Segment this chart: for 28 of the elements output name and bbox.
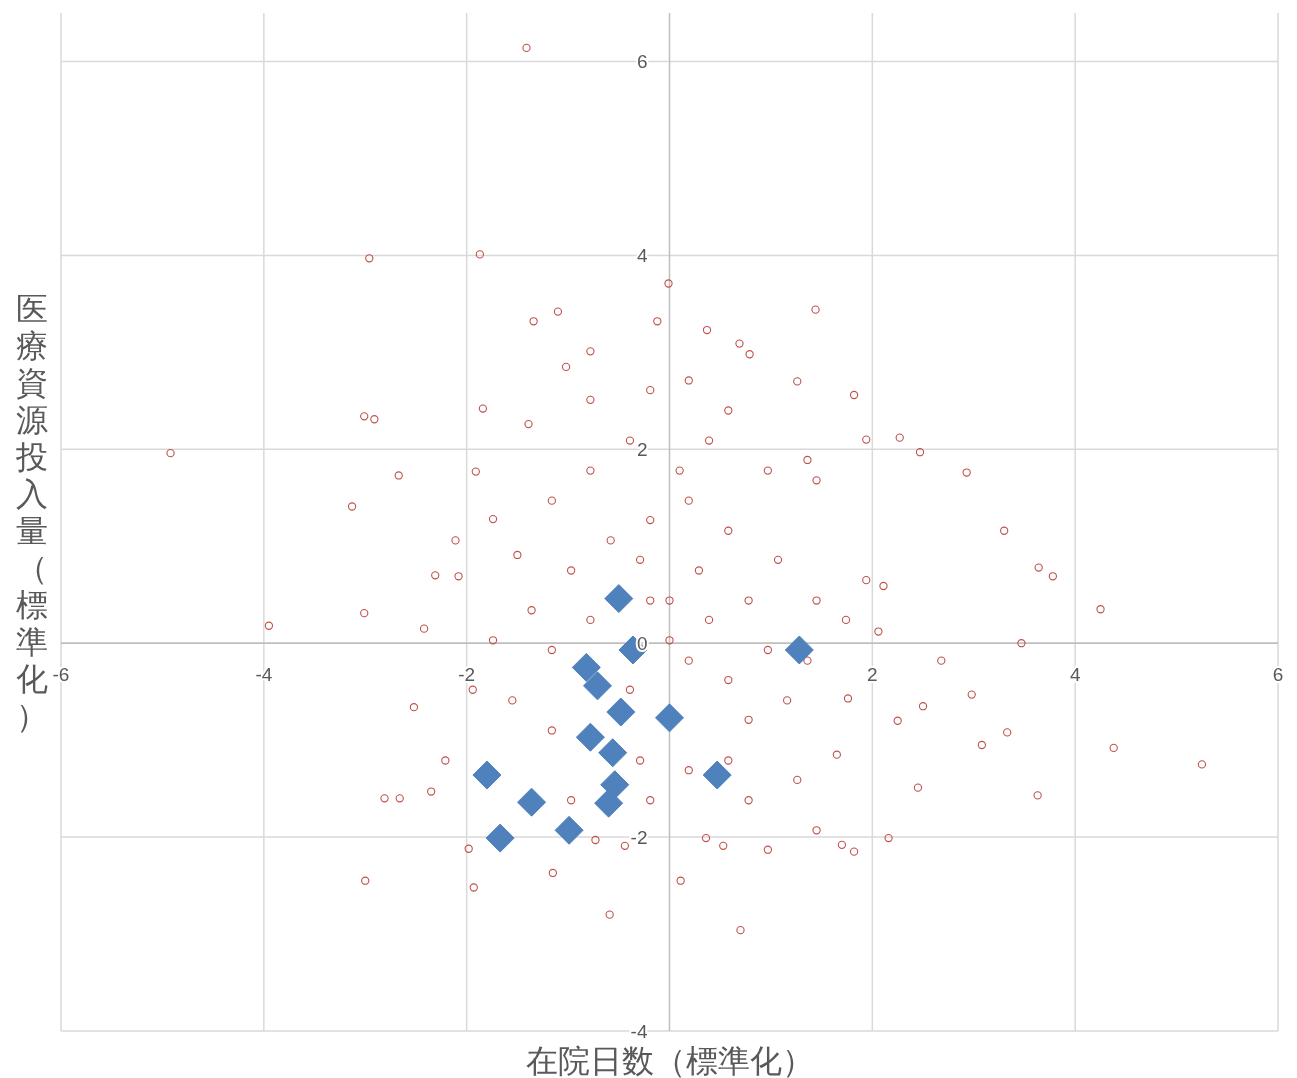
x-tick-label: -2 bbox=[458, 664, 476, 686]
y-tick-label: 4 bbox=[636, 245, 648, 267]
point bbox=[604, 584, 634, 614]
y-tick-label: -2 bbox=[630, 827, 648, 849]
point bbox=[554, 815, 584, 845]
x-tick-label: 2 bbox=[867, 664, 878, 686]
point bbox=[594, 788, 624, 818]
point bbox=[784, 635, 814, 665]
x-tick-label: -6 bbox=[52, 664, 70, 686]
y-tick-label: 0 bbox=[636, 633, 648, 655]
point bbox=[655, 703, 684, 733]
point bbox=[702, 760, 732, 790]
y-tick-label: -4 bbox=[630, 1021, 648, 1042]
text: 医療資源投入量（標準化） bbox=[16, 291, 48, 734]
x-tick-label: 6 bbox=[1272, 664, 1284, 686]
point bbox=[485, 823, 515, 853]
point bbox=[472, 760, 502, 790]
y-tick-label: 2 bbox=[636, 439, 648, 461]
x-tick-label: -4 bbox=[255, 664, 273, 686]
point bbox=[598, 738, 628, 768]
point bbox=[582, 671, 612, 701]
point bbox=[606, 697, 636, 727]
x-axis-title: 在院日数（標準化） bbox=[525, 1043, 814, 1078]
point bbox=[575, 722, 605, 752]
y-tick-label: 6 bbox=[636, 51, 648, 73]
x-tick-label: 4 bbox=[1069, 664, 1081, 686]
point bbox=[517, 787, 547, 817]
point bbox=[571, 652, 601, 682]
